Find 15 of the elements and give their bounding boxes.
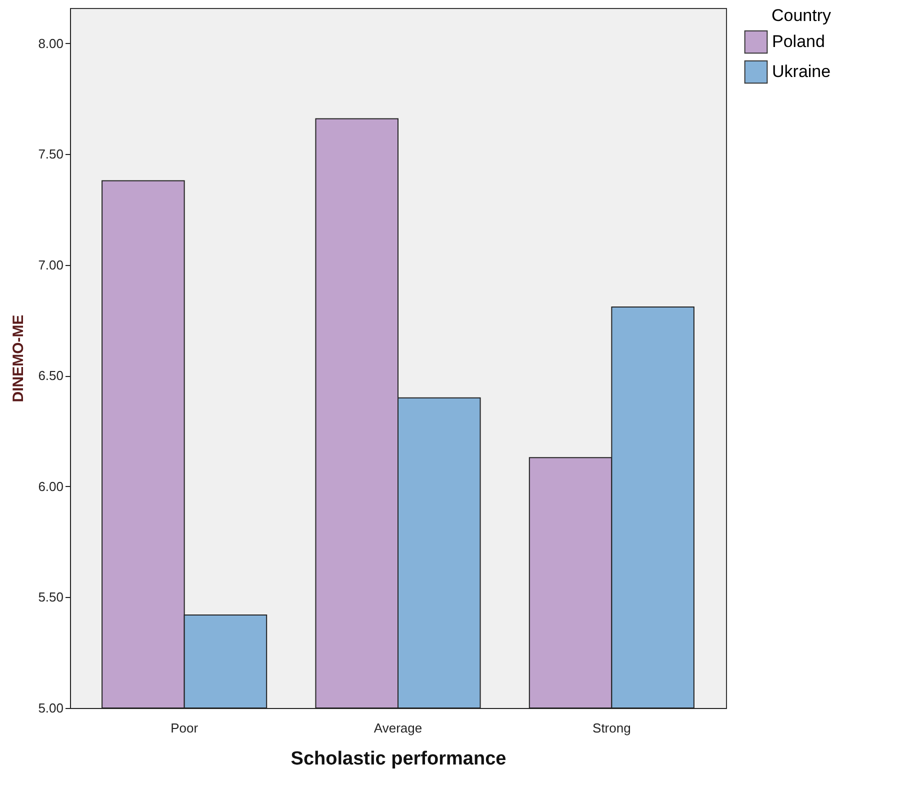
x-tick-label: Poor: [170, 720, 199, 736]
y-tick-label: 8.00: [38, 36, 64, 51]
y-tick-label: 7.50: [38, 146, 64, 162]
y-tick-label: 7.00: [38, 257, 64, 272]
y-tick-label: 5.50: [38, 590, 64, 605]
y-axis-title: DINEMO-ME: [10, 314, 28, 402]
legend-label: Ukraine: [772, 62, 831, 81]
y-tick-label: 6.50: [38, 368, 64, 384]
x-tick-label: Strong: [592, 720, 631, 736]
legend-title: Country: [771, 6, 832, 25]
x-axis-title: Scholastic performance: [290, 748, 506, 770]
y-tick-label: 5.00: [38, 700, 64, 716]
legend-label: Poland: [772, 32, 825, 51]
x-tick-label: Average: [374, 720, 422, 736]
y-tick-label: 6.00: [38, 478, 64, 494]
